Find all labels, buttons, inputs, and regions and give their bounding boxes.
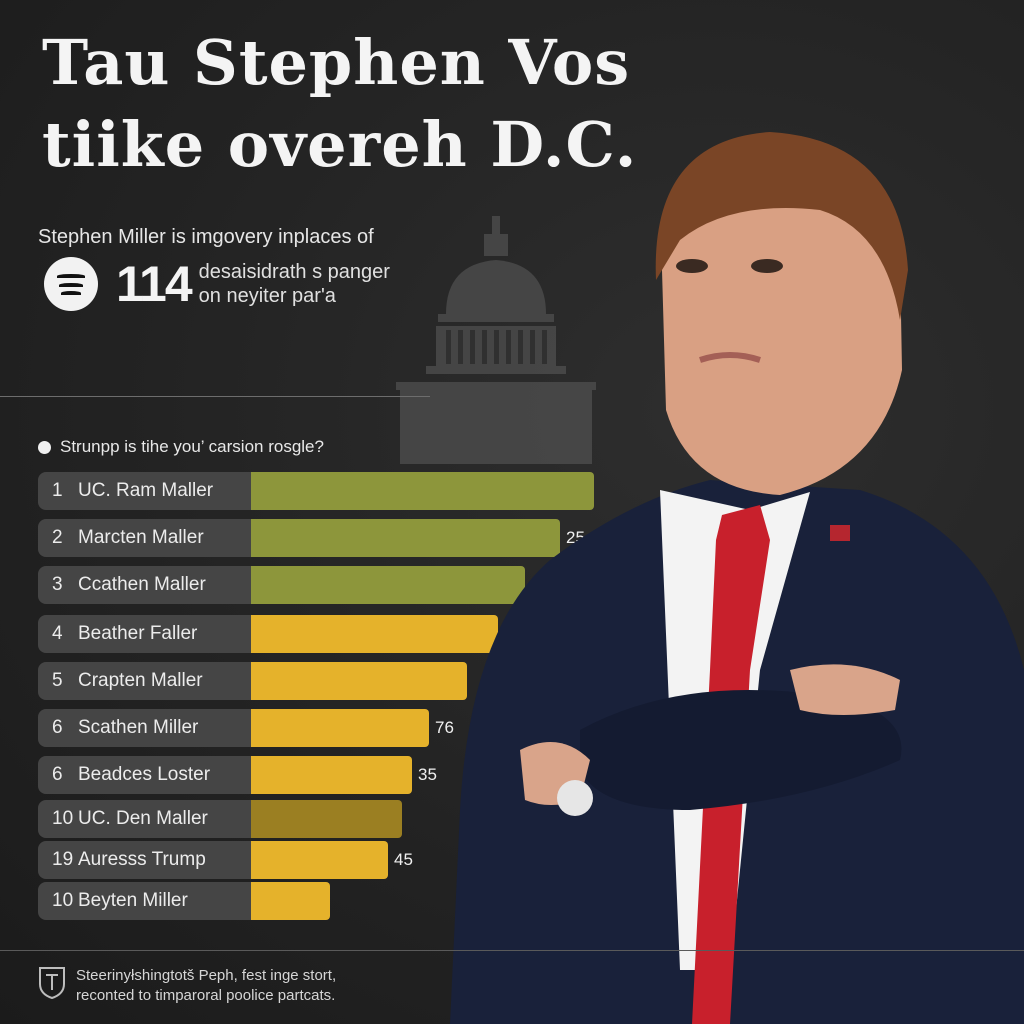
- stat-description: desaisidrath s panger on neyiter par'a: [199, 260, 390, 308]
- stat-row: 114 desaisidrath s panger on neyiter par…: [44, 256, 390, 312]
- bar-category-name: Crapten Maller: [78, 670, 203, 691]
- footer: Steerinyłshingtotš Peph, fest inge stort…: [38, 966, 436, 1006]
- bar-rank: 19: [52, 849, 74, 870]
- bar-category-name: Scathen Miller: [78, 717, 199, 738]
- stat-desc-line-1: desaisidrath s panger: [198, 261, 390, 283]
- footer-line-2: reconted to timparoral poolice partcats.: [76, 987, 336, 1004]
- bar: [251, 472, 594, 510]
- title-line-1: Tau Stephen Vos: [42, 26, 631, 99]
- bar: [251, 662, 467, 700]
- capitol-dome-illustration: [396, 216, 596, 464]
- bar-rank: 10: [52, 890, 74, 911]
- bar-value-label: 35: [418, 765, 437, 784]
- spotify-icon: [44, 257, 98, 311]
- bar-rank: 1: [52, 480, 63, 501]
- bar: [251, 800, 402, 838]
- bar-category-label: 4 Beather Faller: [38, 615, 251, 653]
- bar-category-name: Beather Faller: [78, 623, 198, 644]
- bar-rank: 6: [52, 764, 63, 785]
- bar: [251, 882, 330, 920]
- bar-category-name: UC. Den Maller: [78, 808, 208, 829]
- chart-legend: Strunpp is tihe you’ carsion rosgle?: [38, 437, 324, 457]
- bar-rank: 3: [52, 574, 63, 595]
- bar-category-label: 2 Marcten Maller: [38, 519, 251, 557]
- bar-category-label: 3 Ccathen Maller: [38, 566, 251, 604]
- subtitle: Stephen Miller is imgovery inplaces of: [38, 226, 374, 248]
- bar: [251, 709, 429, 747]
- bar-category-label: 1 UC. Ram Maller: [38, 472, 251, 510]
- bar: [251, 566, 525, 604]
- bar-chart: 1 UC. Ram Maller 2 Marcten Maller 2 5 3 Ccathen…: [38, 472, 638, 922]
- bar-category-label: 5 Crapten Maller: [38, 662, 251, 700]
- bar-category-name: Auresss Trump: [78, 849, 206, 870]
- bar-rank: 4: [52, 623, 63, 644]
- bar-category-name: Ccathen Maller: [78, 574, 206, 595]
- bar: [251, 841, 388, 879]
- bar-category-name: Beyten Miller: [78, 890, 188, 911]
- bar-rank: 2: [52, 527, 63, 548]
- bar: [251, 756, 412, 794]
- footer-text: Steerinyłshingtotš Peph, fest inge stort…: [76, 966, 436, 1006]
- stat-number: 114: [116, 256, 193, 312]
- bar: [251, 519, 560, 557]
- bar-category-label: 19 Auresss Trump: [38, 841, 251, 879]
- bar-rank: 6: [52, 717, 63, 738]
- bar-category-name: Beadces Loster: [78, 764, 211, 785]
- footer-line-1: Steerinyłshingtotš Peph, fest inge stort…: [76, 967, 337, 984]
- legend-dot-icon: [38, 440, 51, 454]
- bar-category-label: 6 Beadces Loster: [38, 756, 251, 794]
- shield-icon: [39, 967, 65, 1000]
- divider-bottom: [0, 950, 1024, 951]
- bar-category-name: Marcten Maller: [78, 527, 204, 548]
- bar-category-label: 10 UC. Den Maller: [38, 800, 251, 838]
- stat-desc-line-2: on neyiter par'a: [198, 285, 336, 307]
- legend-label: Strunpp is tihe you’ carsion rosgle?: [60, 437, 324, 456]
- bar-category-label: 6 Scathen Miller: [38, 709, 251, 747]
- person-portrait-illustration: [450, 132, 1024, 1024]
- bar-rank: 10: [52, 808, 74, 829]
- bar-category-name: UC. Ram Maller: [78, 480, 214, 501]
- divider-top: [0, 396, 430, 397]
- bar-value-label: 76: [435, 718, 454, 737]
- bar: [251, 615, 498, 653]
- bar-rank: 5: [52, 670, 63, 691]
- title-line-2: tiike overeh D.C.: [42, 108, 638, 181]
- page-title: Tau Stephen Vos tiike overeh D.C.: [42, 22, 642, 186]
- bar-category-label: 10 Beyten Miller: [38, 882, 251, 920]
- bar-value-label: 45: [394, 850, 413, 869]
